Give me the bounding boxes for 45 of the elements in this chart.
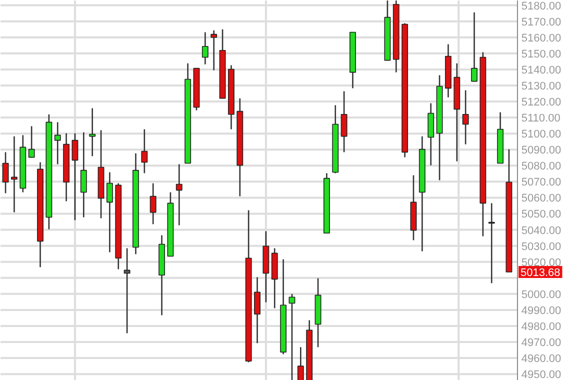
y-tick-label: 4980.00 [521, 320, 562, 333]
candlestick [89, 108, 96, 157]
candlestick [176, 164, 182, 226]
text: 5013.68 [520, 266, 560, 279]
candlestick [488, 202, 495, 284]
candlestick [297, 346, 304, 380]
candlestick [28, 126, 35, 158]
y-tick-label: 4990.00 [521, 304, 562, 317]
y-tick-label: 5140.00 [521, 64, 562, 76]
y-tick-label: 5120.00 [521, 96, 562, 109]
candlestick [210, 30, 218, 71]
y-tick-label: 5170.00 [521, 16, 562, 28]
y-tick-label: 5000.00 [521, 288, 562, 301]
candlestick [288, 293, 296, 380]
candlestick [106, 172, 113, 253]
y-tick-label: 5040.00 [521, 224, 562, 237]
candlestick [462, 90, 469, 145]
candlestick [2, 152, 9, 194]
y-tick-label: 5150.00 [521, 48, 562, 60]
candlestick [80, 132, 87, 218]
y-tick-label: 4960.00 [521, 353, 562, 366]
y-tick-label: 5160.00 [521, 32, 562, 44]
candlestick [254, 276, 260, 344]
candlestick [202, 32, 208, 65]
candlestick [141, 128, 148, 174]
y-tick-label: 5180.00 [521, 0, 562, 12]
candlestick [54, 122, 61, 165]
candlestick [471, 12, 478, 82]
y-tick-label: 5020.00 [521, 256, 562, 269]
y-tick-label: 5070.00 [521, 176, 562, 189]
candlestick [10, 136, 18, 213]
candlestick [340, 90, 348, 153]
candlestick [124, 248, 130, 334]
y-tick-label: 5060.00 [521, 192, 562, 205]
y-tick-label: 5050.00 [521, 208, 562, 221]
y-tick-label: 5090.00 [521, 144, 562, 157]
y-tick-label: 5130.00 [521, 80, 562, 92]
y-tick-label: 5100.00 [521, 128, 562, 141]
candlestick [72, 132, 78, 221]
y-tick-label: 5080.00 [521, 160, 562, 173]
y-tick-label: 5110.00 [521, 112, 560, 125]
y-tick-label: 5030.00 [521, 240, 562, 253]
y-tick-label: 4970.00 [521, 337, 562, 350]
candlestick [150, 182, 156, 225]
y-tick-label: 4950.00 [521, 369, 562, 380]
